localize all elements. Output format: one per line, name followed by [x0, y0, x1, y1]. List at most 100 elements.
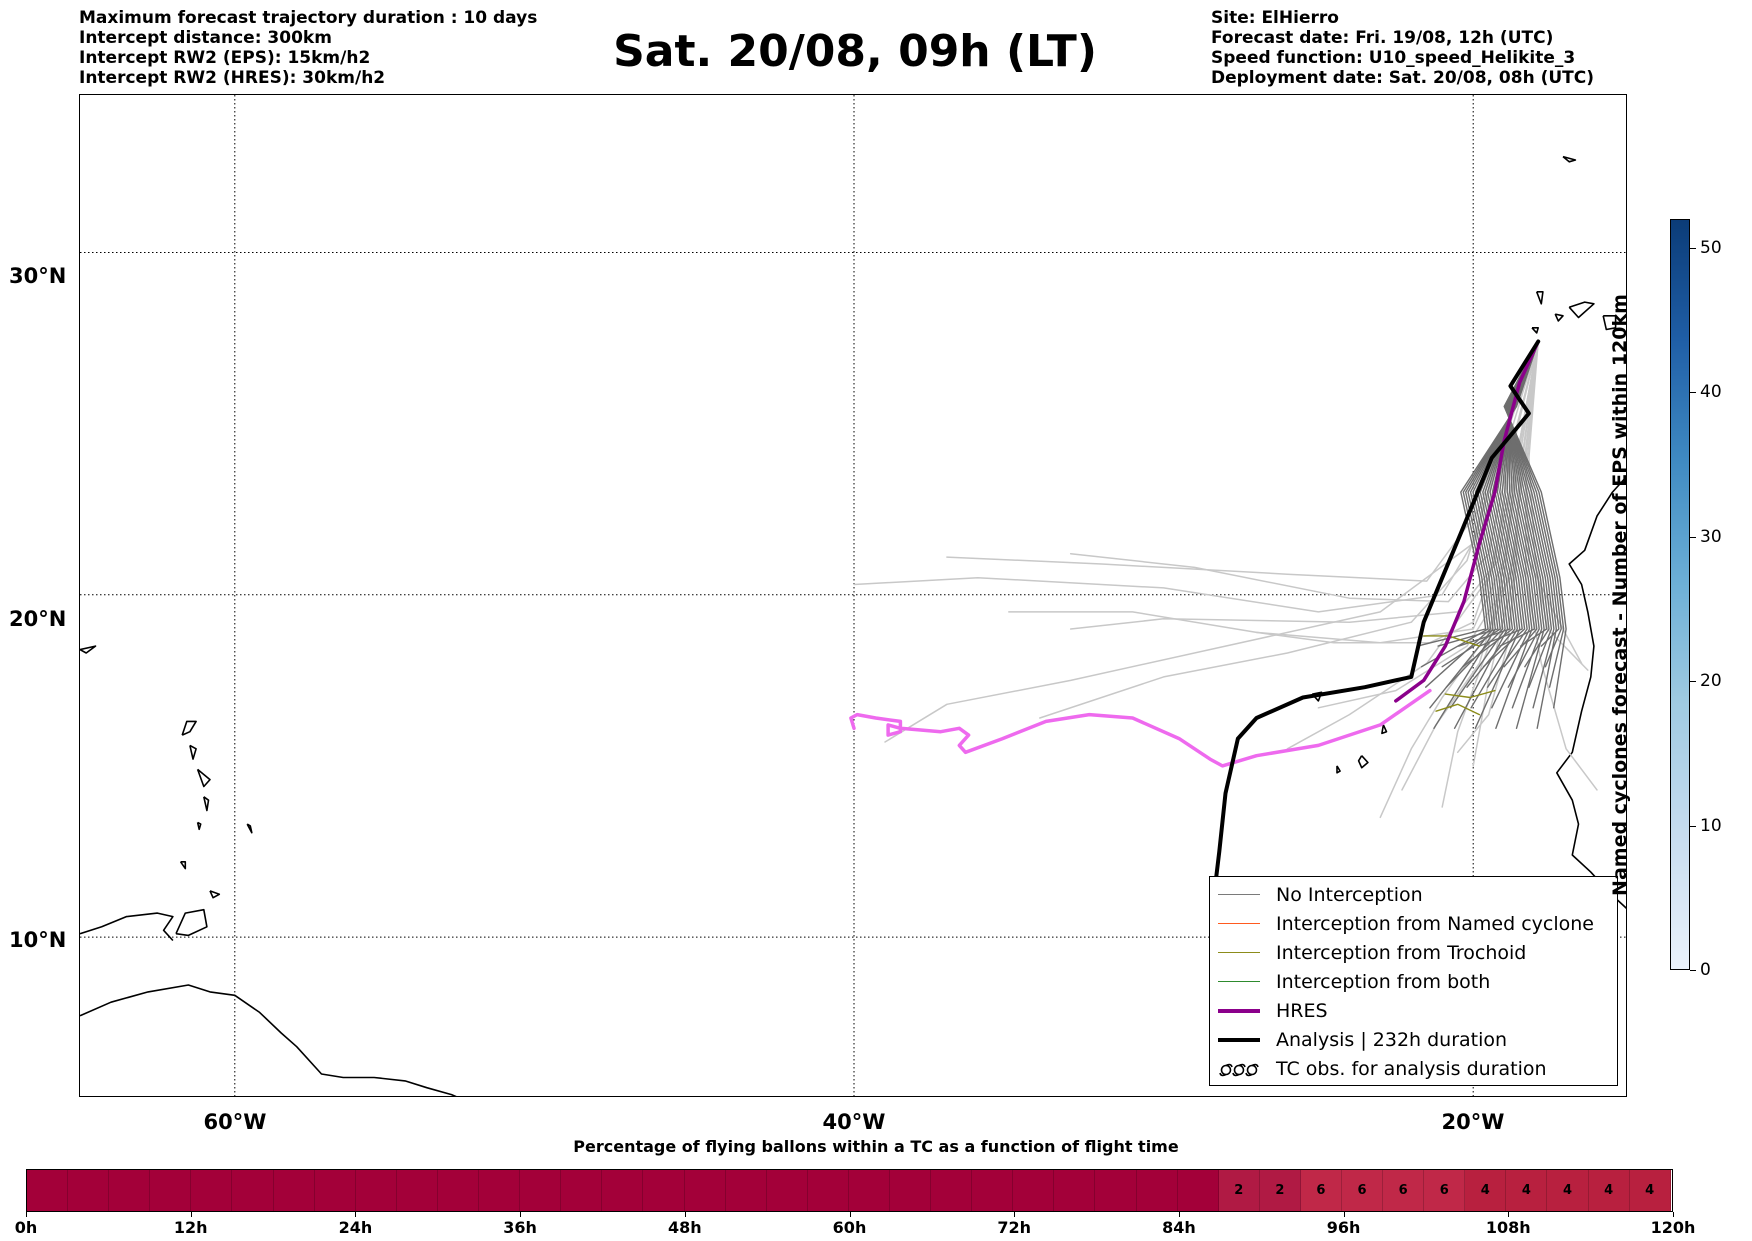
coastline [1531, 327, 1539, 334]
coastline [1535, 291, 1544, 305]
coastline [1568, 301, 1595, 319]
info-intercept-distance: Intercept distance: 300km [79, 28, 332, 48]
flight-time-tick-label: 84h [1162, 1218, 1196, 1237]
flight-time-tick-label: 72h [997, 1218, 1032, 1237]
coastline [1381, 724, 1388, 735]
coastline [209, 890, 221, 899]
tc-percentage-cell [643, 1170, 685, 1211]
tc-percentage-cell: 2 [1218, 1170, 1260, 1211]
tc-percentage-cell [109, 1170, 151, 1211]
flight-time-tick-label: 0h [14, 1218, 38, 1237]
info-max-duration: Maximum forecast trajectory duration : 1… [79, 8, 538, 28]
lon-label-20w: 20°W [1441, 1110, 1505, 1134]
tc-percentage-cell [561, 1170, 603, 1211]
legend-item-hres: HRES [1218, 996, 1328, 1025]
flight-time-tick [520, 1212, 522, 1217]
map-title: Sat. 20/08, 09h (LT) [613, 26, 1097, 77]
colorbar-tick-label: 30 [1700, 526, 1722, 547]
legend-swatch [1218, 1030, 1260, 1050]
info-site: Site: ElHierro [1211, 8, 1339, 28]
legend-label: HRES [1276, 999, 1328, 1022]
tc-percentage-cell [150, 1170, 192, 1211]
flight-time-tick [26, 1212, 27, 1217]
tc-percentage-cell [972, 1170, 1014, 1211]
tc-percentage-cell [1013, 1170, 1055, 1211]
legend-label: TC obs. for analysis duration [1276, 1057, 1547, 1080]
legend-swatch [1218, 943, 1260, 963]
tc-percentage-cell [684, 1170, 726, 1211]
colorbar-tick-label: 40 [1700, 382, 1722, 403]
trajectory-trochoid [1435, 703, 1481, 716]
info-right-block: Site: ElHierro Forecast date: Fri. 19/08… [1211, 8, 1594, 88]
legend-swatch [1218, 914, 1260, 934]
coastline [1357, 755, 1369, 769]
legend-item-analysis: Analysis | 232h duration [1218, 1025, 1507, 1054]
lat-label-10n: 10°N [9, 928, 67, 952]
legend-item-both: Interception from both [1218, 967, 1490, 996]
tc-percentage-cell [1136, 1170, 1178, 1211]
flight-time-tick-label: 60h [832, 1218, 867, 1237]
info-rw2-eps: Intercept RW2 (EPS): 15km/h2 [79, 48, 371, 68]
coastline [80, 645, 97, 654]
legend-item-tc-obs: TC obs. for analysis duration [1218, 1054, 1547, 1083]
tc-percentage-cell [68, 1170, 110, 1211]
coastline [1554, 313, 1564, 322]
tc-percentage-cell [437, 1170, 480, 1211]
coastline [196, 768, 211, 788]
info-rw2-hres: Intercept RW2 (HRES): 30km/h2 [79, 68, 386, 88]
tc-percentage-cell [766, 1170, 808, 1211]
flight-time-tick [684, 1212, 686, 1217]
tc-percentage-cell [27, 1170, 69, 1211]
tc-percentage-cell: 4 [1629, 1170, 1671, 1211]
legend-swatch [1218, 972, 1260, 992]
tc-percentage-cell: 4 [1465, 1170, 1507, 1211]
colorbar-title: Named cyclones forecast - Number of EPS … [1609, 294, 1631, 896]
colorbar-tick-label: 10 [1700, 815, 1722, 836]
coastline [196, 821, 202, 831]
lat-label-30n: 30°N [9, 264, 67, 288]
coastline [203, 796, 210, 812]
coastline [181, 720, 197, 736]
legend-label: Interception from Trochoid [1276, 941, 1527, 964]
flight-time-tick-label: 120h [1650, 1218, 1696, 1237]
tc-percentage-cell: 4 [1547, 1170, 1589, 1211]
colorbar-tick [1690, 825, 1696, 827]
coastline [1602, 315, 1617, 331]
flight-time-tick [849, 1212, 851, 1217]
tc-percentage-cell: 6 [1424, 1170, 1466, 1211]
colorbar-tick [1690, 681, 1696, 683]
legend-item-named-cyclone: Interception from Named cyclone [1218, 909, 1594, 938]
legend-item-no-interception: No Interception [1218, 880, 1423, 909]
trajectory-analysis [1211, 339, 1541, 905]
colorbar-tick [1690, 536, 1696, 538]
tc-percentage-cell [725, 1170, 767, 1211]
tc-percentage-cell [931, 1170, 973, 1211]
info-speed-function: Speed function: U10_speed_Helikite_3 [1211, 48, 1576, 68]
tc-percentage-cell: 6 [1383, 1170, 1425, 1211]
tc-percentage-cell [273, 1170, 315, 1211]
coastline [246, 823, 253, 834]
info-forecast-date: Forecast date: Fri. 19/08, 12h (UTC) [1211, 28, 1554, 48]
colorbar-tick [1690, 392, 1696, 394]
map-legend: No Interception Interception from Named … [1209, 876, 1618, 1086]
legend-item-trochoid: Interception from Trochoid [1218, 938, 1526, 967]
legend-label: No Interception [1276, 883, 1423, 906]
lon-label-40w: 40°W [822, 1110, 886, 1134]
trajectory-no-interception [1008, 340, 1539, 644]
flight-time-tick [355, 1212, 357, 1217]
flight-time-tick [1508, 1212, 1510, 1217]
legend-label: Analysis | 232h duration [1276, 1028, 1508, 1051]
lat-label-20n: 20°N [9, 607, 67, 631]
legend-label: Interception from Named cyclone [1276, 912, 1594, 935]
flight-time-tick-label: 12h [173, 1218, 208, 1237]
trajectory-no-interception [946, 340, 1539, 582]
tc-percentage-cell [314, 1170, 356, 1211]
trajectory-no-interception-eps [1503, 340, 1567, 709]
tc-percentage-title: Percentage of flying ballons within a TC… [573, 1137, 1179, 1156]
tc-percentage-cell: 6 [1300, 1170, 1342, 1211]
flight-time-tick-label: 108h [1485, 1218, 1531, 1237]
coastline [189, 744, 197, 760]
flight-time-tick [1343, 1212, 1345, 1217]
trajectory-no-interception [884, 340, 1539, 743]
